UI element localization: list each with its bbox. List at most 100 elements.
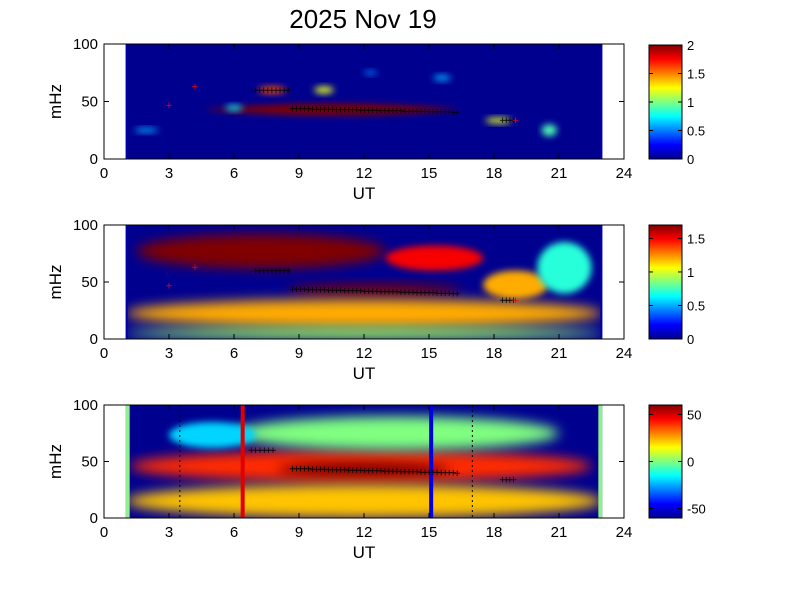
x-tick-label: 24	[616, 165, 633, 182]
marker-black: +	[429, 107, 437, 117]
marker-black: +	[276, 267, 284, 277]
marker-black: +	[361, 287, 369, 297]
y-axis-label: mHz	[46, 444, 65, 479]
x-tick-label: 6	[230, 165, 238, 182]
marker-black: +	[317, 105, 325, 115]
marker-black: +	[373, 287, 381, 297]
marker-black: +	[297, 285, 305, 295]
colorbar-gradient	[648, 44, 683, 160]
marker-black: +	[268, 267, 276, 277]
marker-black: +	[437, 468, 445, 478]
colorbar-tick-label: 1	[687, 265, 694, 280]
marker-black: +	[393, 467, 401, 477]
x-tick-label: 9	[295, 524, 303, 541]
y-tick-label: 100	[73, 397, 98, 414]
marker-black: +	[417, 468, 425, 478]
marker-red: +	[512, 296, 520, 306]
heatmap-feature-7	[433, 75, 451, 81]
marker-black: +	[449, 289, 457, 299]
x-tick-label: 24	[616, 524, 633, 541]
marker-red: +	[512, 116, 520, 126]
heatmap-feature-2	[277, 461, 451, 479]
marker-black: +	[385, 288, 393, 298]
marker-black: +	[413, 288, 421, 298]
marker-black: +	[510, 476, 518, 486]
marker-black: +	[421, 468, 429, 478]
marker-black: +	[353, 466, 361, 476]
colorbar: 0 0.5 1 1.5	[648, 224, 705, 347]
marker-black: +	[293, 104, 301, 114]
marker-black: +	[333, 105, 341, 115]
colorbar-tick-label: 1.5	[687, 231, 705, 246]
heatmap-feature-6	[134, 127, 159, 133]
x-tick-label: 12	[356, 165, 373, 182]
marker-black: +	[361, 466, 369, 476]
marker-black: +	[369, 106, 377, 116]
marker-black: +	[437, 108, 445, 118]
colorbar-tick-label: 0.5	[687, 124, 705, 139]
y-tick-label: 100	[73, 36, 98, 53]
marker-black: +	[433, 468, 441, 478]
colorbar-tick-label: 1.5	[687, 67, 705, 82]
heatmap-feature-3	[125, 484, 603, 518]
marker-black: +	[401, 288, 409, 298]
marker-black: +	[409, 468, 417, 478]
marker-black: +	[248, 446, 256, 456]
x-tick-label: 9	[295, 165, 303, 182]
marker-black: +	[353, 106, 361, 116]
marker-black: +	[313, 465, 321, 475]
edge-strip	[125, 405, 130, 518]
colorbar-tick-label: 1	[687, 95, 694, 110]
marker-black: +	[297, 465, 305, 475]
x-axis-label: UT	[353, 184, 376, 203]
marker-black: +	[280, 267, 288, 277]
heatmap-feature-4	[234, 416, 559, 451]
marker-black: +	[365, 466, 373, 476]
x-tick-label: 18	[486, 524, 503, 541]
marker-black: +	[365, 287, 373, 297]
marker-black: +	[506, 116, 514, 126]
x-tick-label: 6	[230, 345, 238, 362]
marker-black: +	[369, 287, 377, 297]
heatmap-feature-9	[225, 104, 243, 111]
x-tick-label: 0	[100, 345, 108, 362]
marker-black: +	[349, 287, 357, 297]
x-tick-label: 15	[421, 345, 438, 362]
marker-black: +	[385, 467, 393, 477]
marker-black: +	[433, 107, 441, 117]
marker-black: +	[405, 467, 413, 477]
x-tick-label: 24	[616, 345, 633, 362]
marker-black: +	[413, 107, 421, 117]
marker-black: +	[373, 106, 381, 116]
x-tick-label: 12	[356, 524, 373, 541]
y-tick-label: 0	[90, 151, 98, 168]
marker-black: +	[499, 476, 507, 486]
marker-black: +	[264, 267, 272, 277]
x-axis-label: UT	[353, 364, 376, 383]
marker-black: +	[341, 466, 349, 476]
marker-black: +	[289, 285, 297, 295]
heatmap	[125, 405, 603, 518]
marker-black: +	[284, 86, 292, 96]
edge-strip	[600, 44, 603, 159]
x-tick-label: 3	[165, 165, 173, 182]
y-tick-label: 100	[73, 217, 98, 234]
marker-black: +	[397, 107, 405, 117]
figure-title: 2025 Nov 19	[289, 4, 436, 34]
marker-black: +	[377, 467, 385, 477]
x-axis-label: UT	[353, 543, 376, 562]
marker-black: +	[429, 289, 437, 299]
heatmap	[125, 225, 603, 339]
panel-2: ++++++++++++++++++++++++++++++++++++++++…	[46, 217, 705, 383]
marker-black: +	[313, 286, 321, 296]
y-axis-label: mHz	[46, 84, 65, 119]
heatmap-feature-3	[314, 86, 334, 94]
marker-black: +	[401, 467, 409, 477]
colorbar-tick-label: 2	[687, 38, 694, 53]
marker-black: +	[389, 107, 397, 117]
marker-black: +	[261, 446, 269, 456]
y-tick-label: 50	[81, 454, 98, 471]
marker-black: +	[272, 267, 280, 277]
marker-black: +	[397, 288, 405, 298]
